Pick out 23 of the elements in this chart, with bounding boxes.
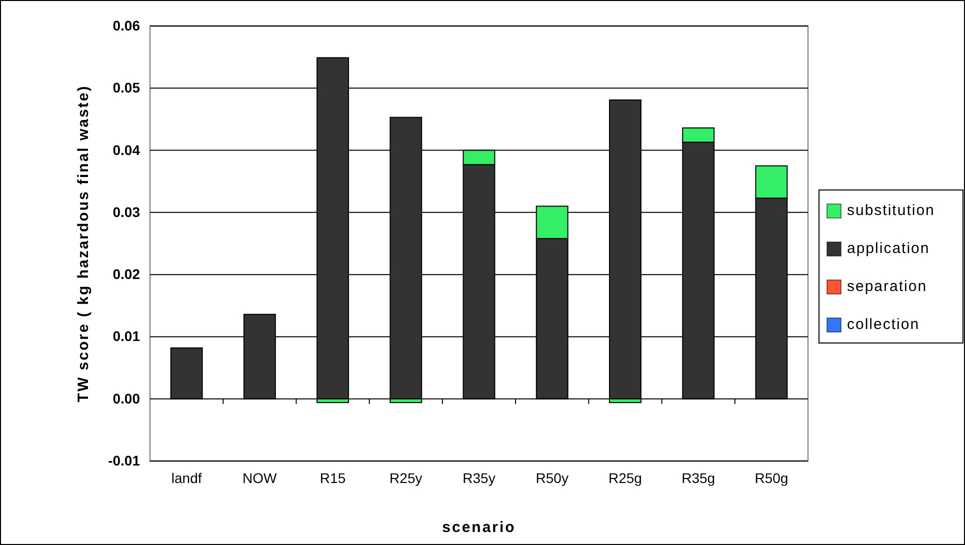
- y-tick-label: 0.05: [112, 80, 140, 96]
- x-tick-label: R35g: [682, 470, 716, 486]
- y-tick-label: 0.06: [112, 17, 140, 34]
- y-tick-label: -0.01: [108, 452, 140, 468]
- legend-label: application: [847, 240, 930, 257]
- y-tick-label: 0.01: [112, 328, 140, 344]
- y-tick-label: 0.03: [112, 204, 140, 220]
- legend-label: substitution: [847, 202, 935, 219]
- x-tick-label: R50y: [536, 470, 568, 486]
- x-axis-title: scenario: [442, 519, 516, 536]
- y-tick-label: 0.04: [112, 142, 140, 158]
- x-tick-label: R50g: [754, 470, 788, 486]
- x-tick-label: R35y: [462, 470, 496, 486]
- y-tick-label: 0.02: [112, 266, 140, 282]
- x-tick-label: NOW: [242, 470, 278, 486]
- x-tick-label: R15: [320, 470, 346, 486]
- y-axis-title: TW score ( kg hazardous final waste): [75, 84, 92, 402]
- legend-label: collection: [847, 316, 920, 333]
- y-tick-label: 0.00: [112, 390, 140, 406]
- legend-label: separation: [847, 278, 928, 295]
- x-tick-label: R25y: [390, 470, 422, 486]
- x-tick-label: R25g: [608, 470, 642, 486]
- x-tick-label: landf: [171, 470, 202, 486]
